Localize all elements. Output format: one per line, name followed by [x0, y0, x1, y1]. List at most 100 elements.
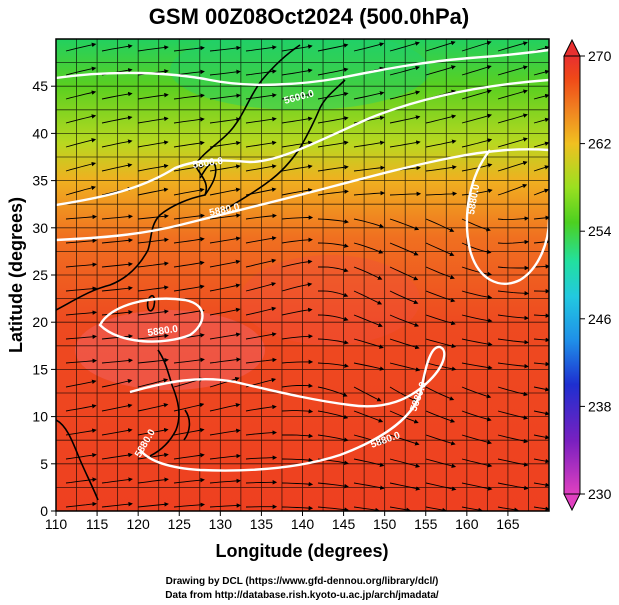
streamline — [425, 338, 457, 349]
streamline — [137, 309, 169, 316]
streamline — [353, 140, 385, 148]
streamline — [353, 266, 383, 280]
streamline — [497, 113, 528, 124]
colorbar-tick-label: 230 — [588, 486, 612, 502]
y-tick-label: 40 — [32, 125, 48, 141]
streamline — [461, 65, 492, 76]
y-tick-label: 45 — [32, 78, 48, 94]
streamline — [173, 284, 205, 292]
coastline-taiwan — [146, 294, 156, 312]
streamline — [497, 434, 529, 444]
x-tick-label: 165 — [496, 516, 520, 532]
streamline — [425, 506, 447, 511]
streamline — [137, 378, 169, 388]
streamline — [317, 434, 349, 442]
streamline — [461, 138, 493, 148]
streamline — [353, 386, 382, 402]
streamline — [65, 310, 98, 316]
streamline — [497, 265, 530, 271]
streamline — [389, 242, 419, 256]
streamline — [281, 481, 314, 487]
x-tick-label: 115 — [86, 516, 109, 532]
streamline — [533, 93, 549, 100]
streamline — [209, 332, 241, 340]
streamline — [137, 261, 169, 268]
streamline — [533, 141, 549, 148]
streamline — [353, 91, 385, 100]
wind-streamlines — [65, 40, 549, 511]
x-axis-label: Longitude (degrees) — [215, 541, 388, 561]
streamline — [389, 314, 420, 327]
streamline — [245, 282, 277, 292]
streamline — [533, 264, 549, 269]
streamline — [533, 386, 549, 392]
streamline — [209, 187, 241, 196]
streamline — [461, 40, 492, 52]
coastline-korea — [199, 162, 217, 196]
streamline — [209, 164, 241, 172]
streamline — [497, 183, 528, 196]
streamline — [173, 502, 206, 508]
streamline — [245, 455, 278, 460]
streamline — [497, 290, 530, 296]
streamline — [461, 188, 493, 196]
streamline — [497, 89, 528, 100]
streamline — [317, 506, 349, 511]
y-tick-label: 25 — [32, 267, 48, 283]
streamline — [65, 379, 97, 388]
contour-5880-ring — [98, 297, 204, 343]
streamline — [353, 410, 384, 423]
streamline — [533, 410, 549, 416]
streamline — [209, 236, 241, 244]
streamline — [317, 410, 349, 420]
streamline — [245, 236, 277, 244]
streamline — [533, 215, 549, 221]
streamline — [497, 216, 530, 221]
plot-area: 5600.0 5800.0 5880.0 5880.0 5880.0 5880.… — [56, 39, 549, 511]
streamline — [281, 140, 313, 148]
streamline — [461, 89, 492, 100]
streamline — [173, 213, 205, 220]
streamline — [65, 452, 97, 460]
streamline — [65, 286, 98, 292]
streamline — [461, 458, 493, 468]
streamline — [389, 482, 421, 491]
streamline — [317, 43, 349, 52]
streamline — [425, 65, 456, 76]
streamline — [461, 266, 493, 277]
streamline — [173, 187, 205, 196]
streamline — [209, 45, 241, 52]
streamline — [101, 214, 134, 220]
colorbar-bottom-arrow — [563, 493, 581, 512]
streamline — [353, 218, 384, 228]
streamline — [461, 434, 492, 445]
colorbar-tick-label: 238 — [588, 398, 612, 414]
streamline — [137, 403, 169, 412]
streamline — [101, 477, 133, 484]
colorbar-scale — [563, 55, 581, 495]
streamline — [173, 93, 205, 100]
streamline — [389, 290, 419, 304]
streamline — [245, 45, 277, 52]
streamline — [137, 214, 169, 220]
streamline — [353, 290, 383, 305]
streamline — [65, 42, 97, 52]
streamline — [497, 160, 528, 172]
streamline — [209, 307, 241, 316]
contour-label: 5880.0 — [147, 324, 179, 339]
streamline — [137, 116, 169, 124]
streamline — [209, 357, 241, 364]
colorbar-tick-label: 270 — [588, 48, 612, 64]
streamline — [101, 44, 133, 52]
streamline — [209, 93, 241, 100]
streamline — [353, 362, 385, 371]
streamline — [317, 290, 349, 298]
streamline — [281, 505, 314, 511]
contour-label: 5800.0 — [192, 156, 224, 171]
streamline — [461, 338, 493, 347]
streamline — [281, 164, 313, 172]
streamline — [101, 163, 133, 172]
graticule — [56, 39, 549, 511]
x-tick-label: 135 — [250, 516, 274, 532]
streamline — [425, 139, 457, 148]
